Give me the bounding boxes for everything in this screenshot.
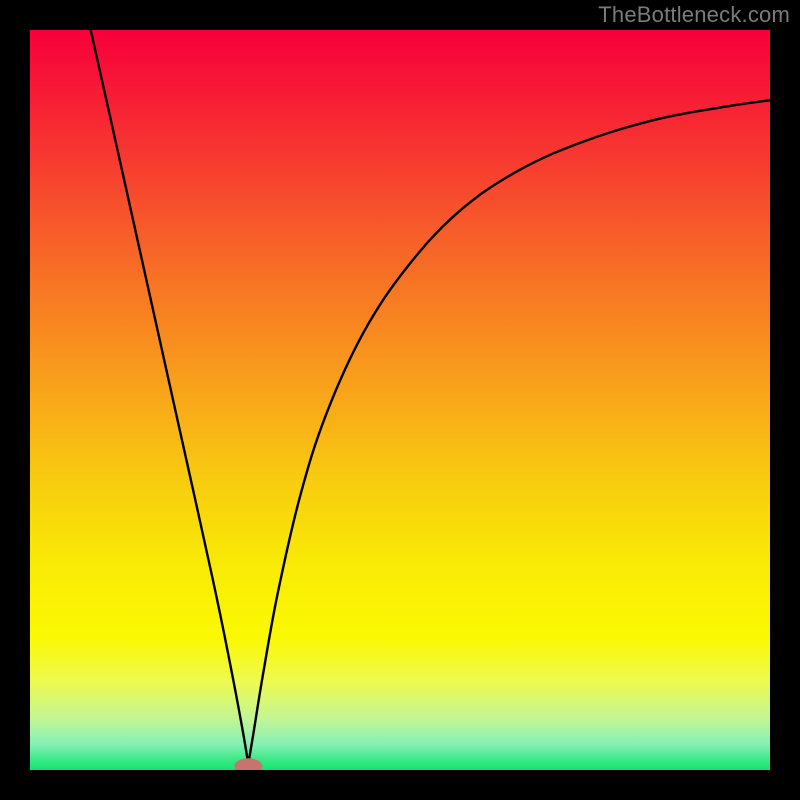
plot-background (30, 30, 770, 770)
watermark-text: TheBottleneck.com (598, 2, 790, 28)
plot-area (30, 30, 770, 770)
chart-container: TheBottleneck.com (0, 0, 800, 800)
plot-svg (30, 30, 770, 770)
